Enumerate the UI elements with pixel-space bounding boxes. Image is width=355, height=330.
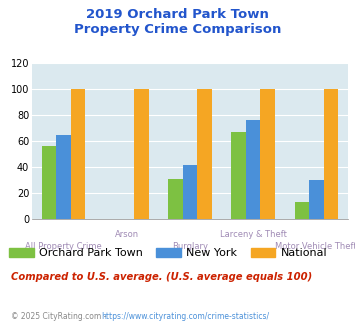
Text: Property Crime Comparison: Property Crime Comparison (74, 23, 281, 36)
Text: https://www.cityrating.com/crime-statistics/: https://www.cityrating.com/crime-statist… (101, 312, 269, 321)
Bar (231, 132, 246, 219)
Legend: Orchard Park Town, New York, National: Orchard Park Town, New York, National (9, 248, 327, 258)
Text: 2019 Orchard Park Town: 2019 Orchard Park Town (86, 8, 269, 21)
Text: Motor Vehicle Theft: Motor Vehicle Theft (275, 242, 355, 251)
Bar (309, 180, 323, 219)
Text: Compared to U.S. average. (U.S. average equals 100): Compared to U.S. average. (U.S. average … (11, 272, 312, 282)
Bar (71, 89, 85, 219)
Bar (197, 89, 212, 219)
Bar (183, 165, 197, 219)
Bar (134, 89, 148, 219)
Text: Burglary: Burglary (172, 242, 208, 251)
Bar (42, 146, 56, 219)
Bar (260, 89, 275, 219)
Bar (56, 135, 71, 219)
Text: Larceny & Theft: Larceny & Theft (220, 230, 286, 240)
Text: Arson: Arson (115, 230, 139, 240)
Bar (323, 89, 338, 219)
Bar (168, 179, 183, 219)
Text: All Property Crime: All Property Crime (25, 242, 102, 251)
Bar (246, 120, 260, 219)
Bar (295, 203, 309, 219)
Text: © 2025 CityRating.com -: © 2025 CityRating.com - (11, 312, 108, 321)
